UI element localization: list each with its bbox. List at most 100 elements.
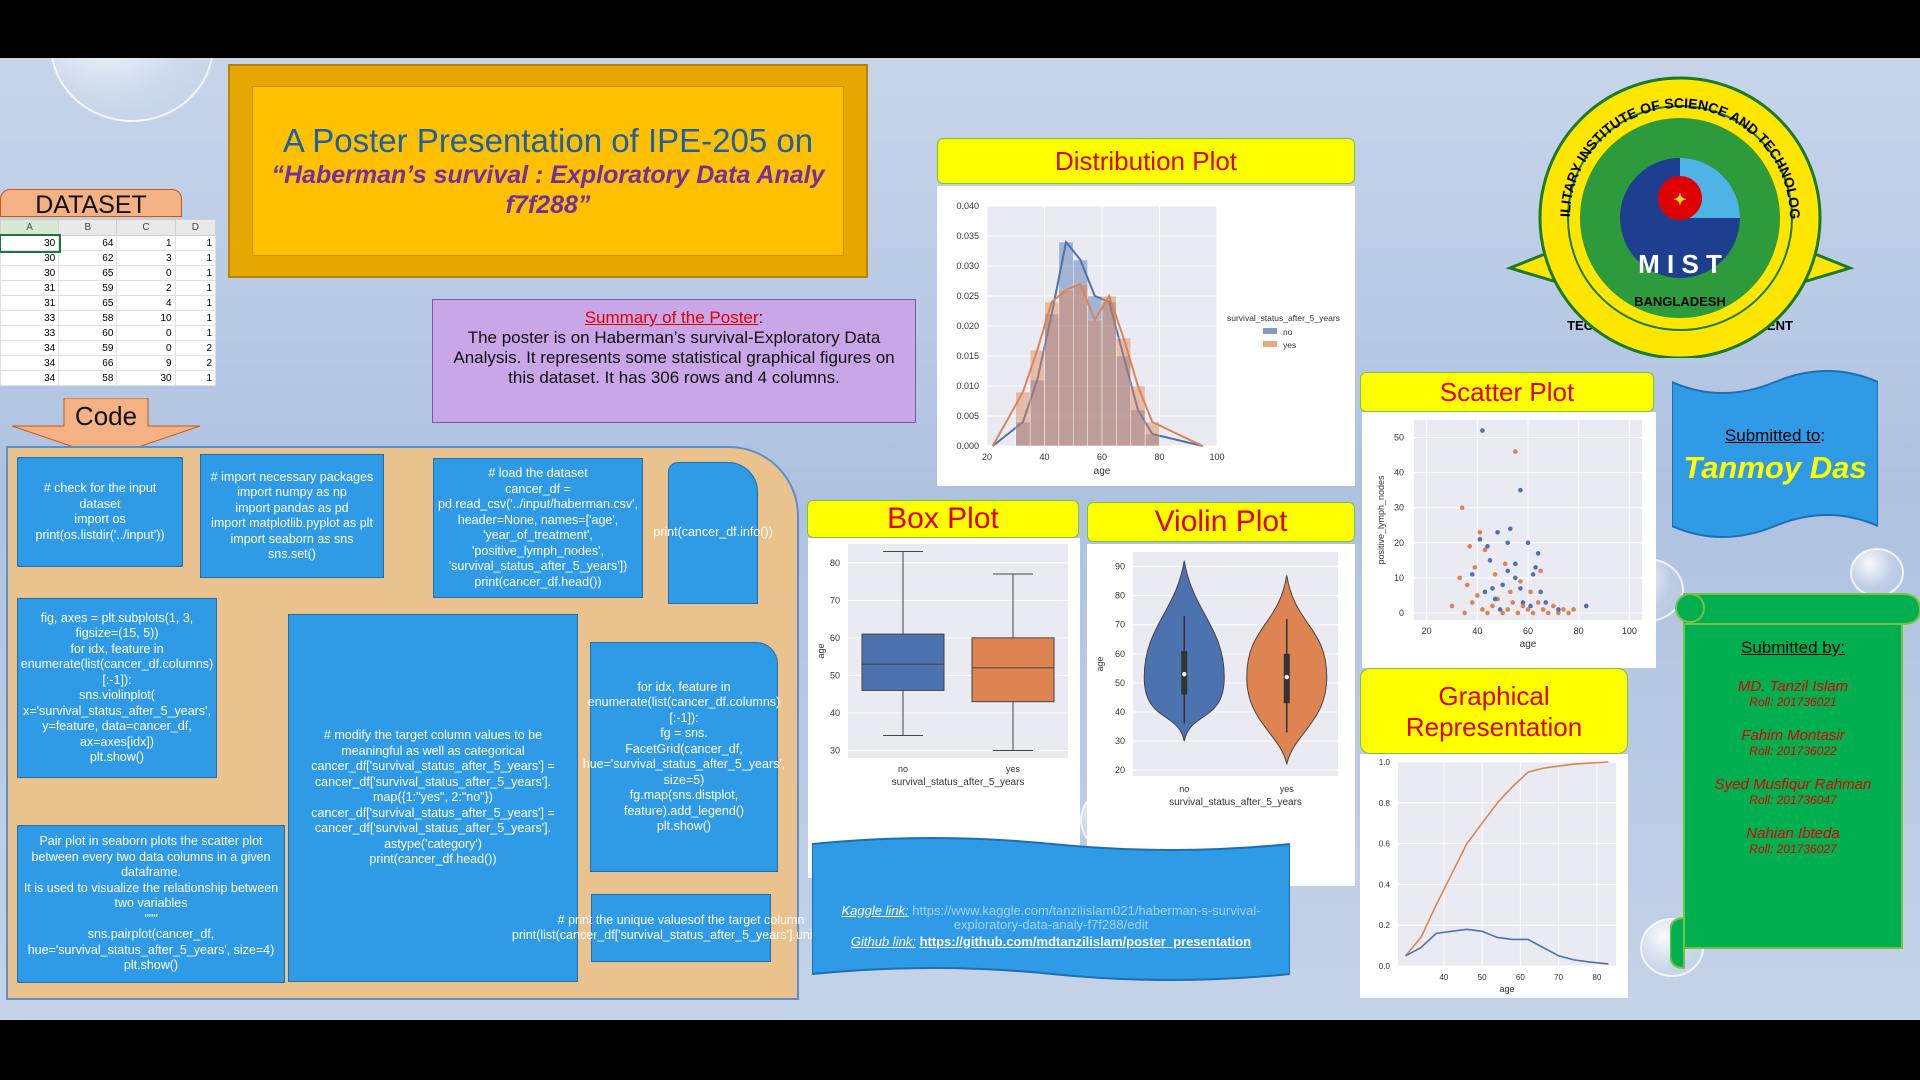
table-cell[interactable]: 60: [58, 325, 118, 341]
code-block-info: print(cancer_df.info()): [653, 462, 773, 604]
legend-label: yes: [1283, 340, 1296, 350]
y-tick-label: 30: [830, 745, 840, 755]
y-tick-label: 0.8: [1379, 799, 1391, 808]
table-cell[interactable]: 30: [0, 233, 61, 253]
y-tick-label: 0.025: [956, 291, 979, 301]
table-cell[interactable]: 1: [116, 235, 176, 251]
member-name: MD. Tanzil Islam: [1737, 678, 1849, 695]
table-cell[interactable]: 0: [116, 340, 176, 356]
dataset-label: DATASET: [0, 189, 182, 219]
table-cell[interactable]: 0: [116, 265, 176, 281]
code-block-unique-values: # print the unique valuesof the target c…: [512, 894, 850, 962]
y-tick-label: 20: [1115, 765, 1125, 775]
table-cell[interactable]: 2: [174, 355, 217, 371]
summary-title: Summary of the Poster: [584, 308, 759, 327]
table-cell[interactable]: 65: [58, 295, 118, 311]
table-cell[interactable]: 33: [0, 310, 60, 326]
histogram-bar: [1058, 289, 1074, 447]
table-cell[interactable]: 66: [58, 355, 118, 371]
table-cell[interactable]: 62: [58, 250, 118, 266]
table-cell[interactable]: 1: [174, 370, 217, 386]
x-tick-label: 60: [1523, 626, 1533, 636]
series-line: [1405, 761, 1609, 957]
table-cell[interactable]: 10: [116, 310, 176, 326]
scatter-point: [1525, 540, 1531, 546]
table-cell[interactable]: 1: [174, 235, 217, 251]
poster: A Poster Presentation of IPE-205 on “Hab…: [0, 58, 1920, 1020]
table-cell[interactable]: 1: [174, 295, 217, 311]
scatter-point: [1477, 536, 1483, 542]
x-tick-label: yes: [1280, 784, 1295, 794]
x-tick-label: no: [898, 764, 908, 774]
scatter-point: [1538, 568, 1543, 574]
column-header[interactable]: C: [116, 219, 176, 236]
table-cell[interactable]: 34: [0, 340, 60, 356]
table-cell[interactable]: 1: [174, 280, 217, 296]
svg-text:✦: ✦: [1673, 192, 1686, 209]
table-cell[interactable]: 34: [0, 355, 60, 371]
scatter-point: [1492, 572, 1498, 577]
table-cell[interactable]: 31: [0, 280, 60, 296]
x-tick-label: 60: [1516, 973, 1525, 982]
y-tick-label: 0.035: [956, 231, 979, 241]
scatter-point: [1469, 572, 1475, 577]
member-roll: Roll: 201736027: [1749, 842, 1837, 856]
scatter-point: [1482, 547, 1488, 553]
scatter-point: [1490, 586, 1495, 591]
submitted-to-name: Tanmoy Das: [1683, 450, 1867, 485]
table-cell[interactable]: 30: [0, 250, 60, 266]
y-tick-label: 70: [1115, 620, 1125, 630]
table-cell[interactable]: 9: [116, 355, 176, 371]
x-tick-label: 40: [1039, 452, 1049, 462]
table-cell[interactable]: 31: [0, 295, 60, 311]
y-tick-label: 80: [830, 558, 840, 568]
scatter-point: [1500, 610, 1505, 616]
table-cell[interactable]: 30: [116, 370, 176, 386]
table-row: 34 59 0 2: [0, 340, 217, 356]
table-cell[interactable]: 58: [58, 370, 118, 386]
y-tick-label: 10: [1394, 573, 1404, 583]
table-cell[interactable]: 59: [58, 280, 118, 296]
table-cell[interactable]: 1: [174, 250, 217, 266]
table-cell[interactable]: 0: [116, 325, 176, 341]
table-cell[interactable]: 33: [0, 325, 60, 341]
column-header[interactable]: D: [174, 219, 217, 236]
y-tick-label: 50: [1394, 433, 1404, 443]
table-cell[interactable]: 2: [174, 340, 217, 356]
github-link[interactable]: https://github.com/mdtanzilislam/poster_…: [919, 934, 1252, 949]
column-header[interactable]: B: [58, 219, 118, 236]
kde-line: [992, 239, 1203, 447]
table-cell[interactable]: 2: [116, 280, 176, 296]
scatter-point: [1561, 607, 1566, 612]
table-cell[interactable]: 34: [0, 370, 60, 386]
table-cell[interactable]: 64: [58, 235, 118, 251]
table-cell[interactable]: 1: [174, 310, 217, 326]
scatter-point: [1500, 582, 1505, 588]
scatter-point: [1566, 610, 1571, 616]
scatter-point: [1530, 572, 1536, 577]
y-tick-label: 0.6: [1379, 840, 1391, 849]
submitted-to-label: Submitted to: [1724, 426, 1821, 445]
code-block-check-input: # check for the input dataset import os …: [17, 457, 183, 567]
y-tick-label: 0.005: [956, 411, 979, 421]
table-cell[interactable]: 1: [174, 265, 217, 281]
table-cell[interactable]: 59: [58, 340, 118, 356]
table-cell[interactable]: 65: [58, 265, 118, 281]
scatter-point: [1513, 561, 1518, 567]
scatter-point: [1497, 607, 1503, 612]
kaggle-link[interactable]: https://www.kaggle.com/tanzilislam021/ha…: [912, 903, 1261, 932]
table-cell[interactable]: 4: [116, 295, 176, 311]
table-cell[interactable]: 1: [174, 325, 217, 341]
scatter-point: [1475, 593, 1480, 598]
scatter-point: [1513, 575, 1518, 581]
column-header[interactable]: A: [0, 219, 60, 236]
table-cell[interactable]: 30: [0, 265, 60, 281]
scatter-point: [1518, 579, 1523, 584]
table-row: 30 64 1 1: [0, 233, 217, 253]
links-banner: Kaggle link: https://www.kaggle.com/tanz…: [812, 834, 1290, 984]
scatter-point: [1528, 603, 1533, 609]
submitted-by-label: Submitted by:: [1741, 638, 1845, 657]
table-cell[interactable]: 58: [58, 310, 118, 326]
table-cell[interactable]: 3: [116, 250, 176, 266]
